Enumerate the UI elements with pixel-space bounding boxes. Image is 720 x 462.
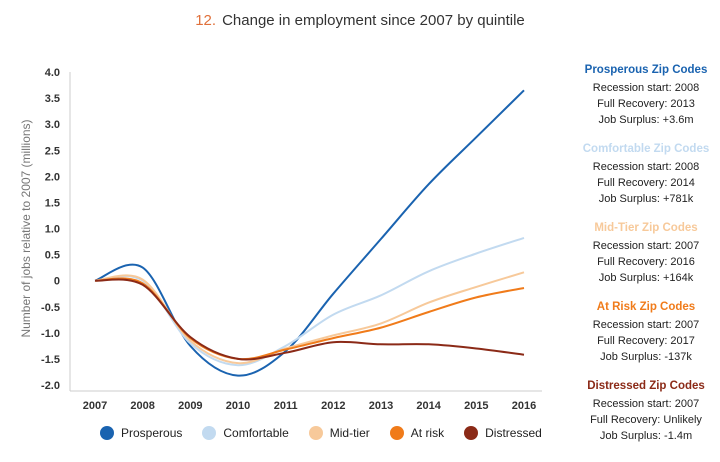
x-tick-label: 2013	[369, 400, 393, 412]
summary-line: Full Recovery: 2013	[597, 98, 695, 110]
summary-block-prosperous-zip-codes: Prosperous Zip Codes Recession start: 200…	[572, 64, 720, 128]
x-tick-label: 2007	[83, 400, 107, 412]
x-tick-label: 2008	[130, 400, 154, 412]
x-tick-label: 2009	[178, 400, 202, 412]
summary-line: Job Surplus: -137k	[600, 351, 692, 363]
legend-swatch	[464, 426, 479, 440]
legend-item-distressed: Distressed	[464, 426, 542, 440]
summary-line: Full Recovery: 2016	[597, 256, 695, 268]
legend-label: Distressed	[485, 426, 542, 440]
series-line-prosperous	[94, 89, 525, 377]
legend-label: Mid-tier	[329, 426, 370, 440]
y-tick-label: -2.0	[41, 380, 60, 392]
summary-block-distressed-zip-codes: Distressed Zip Codes Recession start: 200…	[572, 380, 720, 444]
summary-block-comfortable-zip-codes: Comfortable Zip Codes Recession start: 20…	[572, 143, 720, 207]
y-tick-label: 0	[54, 276, 60, 288]
y-tick-label: -1.0	[41, 328, 60, 340]
summary-title: At Risk Zip Codes	[596, 301, 696, 313]
legend-swatch	[389, 426, 404, 440]
series-line-mid-tier	[94, 271, 525, 365]
summary-line: Recession start: 2007	[592, 398, 700, 410]
x-tick-label: 2011	[274, 400, 298, 412]
y-tick-label: 4.0	[45, 67, 60, 79]
legend-swatch	[308, 426, 323, 440]
summary-line: Job Surplus: +164k	[598, 272, 694, 284]
legend-label: Prosperous	[121, 426, 183, 440]
x-tick-label: 2010	[226, 400, 250, 412]
quintile-summary-panel: Prosperous Zip Codes Recession start: 200…	[572, 64, 720, 459]
chart-legend: Prosperous Comfortable Mid-tier At risk Dist…	[100, 426, 542, 440]
y-tick-label: -0.5	[41, 302, 60, 314]
summary-line: Recession start: 2008	[592, 82, 700, 94]
y-tick-label: 1.0	[45, 224, 60, 236]
chart-title-text: Change in employment since 2007 by quint…	[222, 12, 525, 29]
summary-block-mid-tier-zip-codes: Mid-Tier Zip Codes Recession start: 2007 F…	[572, 222, 720, 286]
summary-line: Job Surplus: -1.4m	[599, 430, 693, 442]
y-tick-label: 1.5	[45, 197, 60, 209]
summary-line: Full Recovery: 2017	[597, 335, 695, 347]
legend-item-at-risk: At risk	[389, 426, 445, 440]
summary-line: Full Recovery: 2014	[597, 177, 695, 189]
legend-swatch	[202, 426, 217, 440]
legend-swatch	[100, 426, 114, 440]
summary-line: Recession start: 2007	[592, 240, 700, 252]
summary-line: Job Surplus: +3.6m	[598, 114, 694, 126]
legend-label: Comfortable	[223, 426, 289, 440]
y-axis-label: Number of jobs relative to 2007 (million…	[19, 119, 33, 337]
summary-line: Full Recovery: Unlikely	[590, 414, 702, 426]
y-tick-label: 3.5	[45, 93, 60, 105]
legend-label: At risk	[410, 426, 445, 440]
x-tick-label: 2014	[416, 400, 441, 412]
summary-title: Comfortable Zip Codes	[582, 143, 710, 155]
legend-item-comfortable: Comfortable	[202, 426, 289, 440]
series-line-distressed	[94, 278, 525, 361]
y-tick-label: 2.5	[45, 145, 60, 157]
legend-item-prosperous: Prosperous	[100, 426, 182, 440]
y-tick-label: 3.0	[45, 119, 60, 131]
summary-line: Job Surplus: +781k	[598, 193, 694, 205]
x-tick-label: 2012	[321, 400, 345, 412]
y-tick-label: 0.5	[45, 250, 60, 262]
summary-line: Recession start: 2008	[592, 161, 700, 173]
chart-title: 12. Change in employment since 2007 by qu…	[0, 12, 720, 29]
summary-title: Prosperous Zip Codes	[584, 64, 708, 76]
summary-title: Distressed Zip Codes	[587, 380, 705, 392]
summary-line: Recession start: 2007	[592, 319, 700, 331]
y-tick-label: -1.5	[41, 354, 60, 366]
chart-number: 12.	[195, 12, 217, 29]
summary-title: Mid-Tier Zip Codes	[594, 222, 698, 234]
y-tick-label: 2.0	[45, 171, 60, 183]
summary-block-at-risk-zip-codes: At Risk Zip Codes Recession start: 2007 Fu…	[572, 301, 720, 365]
x-tick-label: 2016	[512, 400, 536, 412]
legend-item-mid-tier: Mid-tier	[308, 426, 370, 440]
x-tick-label: 2015	[464, 400, 488, 412]
